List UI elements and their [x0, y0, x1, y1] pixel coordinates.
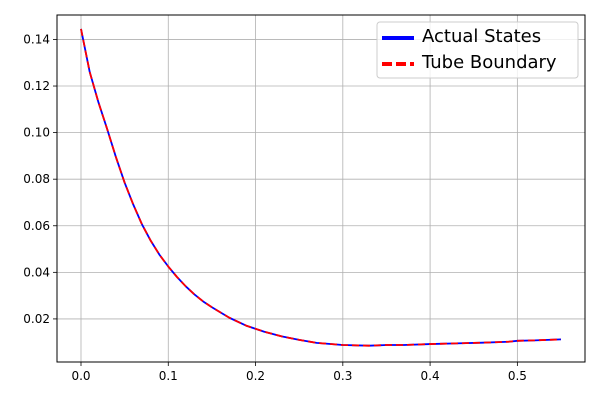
y-tick-label: 0.12 — [23, 79, 50, 93]
y-tick-label: 0.06 — [23, 219, 50, 233]
x-tick-label: 0.5 — [508, 369, 527, 383]
x-axis-ticks: 0.0 0.1 0.2 0.3 0.4 0.5 — [71, 362, 527, 383]
plot-frame — [56, 14, 586, 363]
legend-label-tube-boundary: Tube Boundary — [421, 52, 557, 73]
x-tick-label: 0.2 — [246, 369, 265, 383]
y-tick-label: 0.14 — [23, 32, 50, 46]
y-tick-label: 0.08 — [23, 172, 50, 186]
x-tick-label: 0.1 — [159, 369, 178, 383]
y-tick-label: 0.02 — [23, 312, 50, 326]
x-tick-label: 0.4 — [421, 369, 440, 383]
series-line-tube-boundary — [80, 28, 562, 347]
series-lines — [80, 28, 562, 347]
x-tick-label: 0.0 — [71, 369, 90, 383]
y-tick-label: 0.04 — [23, 265, 50, 279]
x-tick-label: 0.3 — [333, 369, 352, 383]
legend-box — [376, 21, 579, 79]
legend-label-actual-states: Actual States — [422, 26, 541, 47]
y-axis-ticks: 0.02 0.04 0.06 0.08 0.10 0.12 0.14 — [23, 32, 57, 326]
legend: Actual States Tube Boundary — [376, 21, 579, 79]
y-tick-label: 0.10 — [23, 126, 50, 140]
